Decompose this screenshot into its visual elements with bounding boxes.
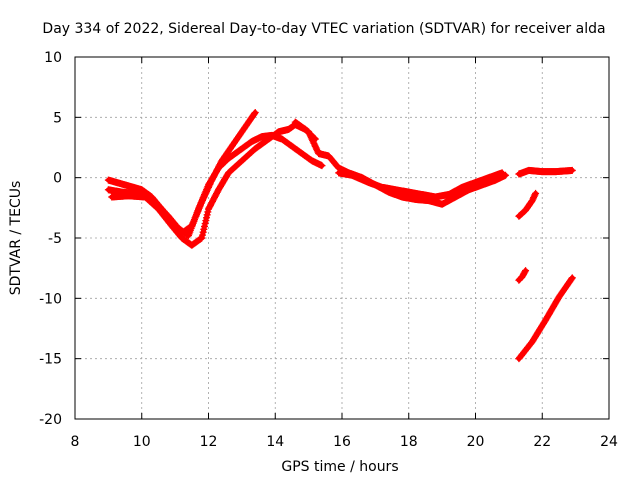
data-point <box>568 274 576 282</box>
x-tick-label: 16 <box>333 434 351 450</box>
series-track-c <box>108 121 319 249</box>
y-tick-label: 10 <box>44 50 62 66</box>
data-point <box>188 222 196 230</box>
x-tick-label: 24 <box>600 434 618 450</box>
x-tick-label: 22 <box>533 434 551 450</box>
chart-title: Day 334 of 2022, Sidereal Day-to-day VTE… <box>42 21 605 37</box>
grid-layer <box>75 57 609 419</box>
data-point <box>194 206 202 214</box>
data-point <box>196 201 204 209</box>
data-point <box>531 191 539 199</box>
data-point <box>532 189 540 197</box>
data-point <box>195 204 203 212</box>
y-tick-label: -20 <box>39 412 62 428</box>
x-tick-label: 18 <box>400 434 418 450</box>
data-point <box>188 220 196 228</box>
y-tick-label: -10 <box>39 291 62 307</box>
x-tick-label: 10 <box>133 434 151 450</box>
y-axis-label: SDTVAR / TECUs <box>8 181 24 296</box>
data-point <box>568 275 576 283</box>
y-tick-label: -5 <box>48 231 62 247</box>
data-point <box>196 203 204 211</box>
data-point <box>192 211 200 219</box>
data-point <box>318 162 326 170</box>
data-point <box>498 169 506 177</box>
series-track-g <box>515 189 540 220</box>
x-tick-label: 8 <box>71 434 80 450</box>
data-point <box>568 166 576 174</box>
data-point <box>251 109 259 117</box>
y-tick-label: 5 <box>53 110 62 126</box>
series-track-h <box>515 267 530 284</box>
data-point <box>251 109 259 117</box>
series-track-b <box>104 109 259 237</box>
data-point <box>192 212 200 220</box>
series-track-i <box>515 274 576 363</box>
tick-layer: 8 10 12 14 16 18 20 22 24 -20 -15 -10 -5 0 5 10 <box>39 50 618 450</box>
x-axis-label: GPS time / hours <box>281 459 398 475</box>
y-tick-label: 0 <box>53 171 62 187</box>
data-point <box>521 268 529 276</box>
data-point <box>197 199 205 207</box>
series-track-f <box>515 166 576 178</box>
data-point <box>189 219 197 227</box>
x-tick-label: 14 <box>266 434 284 450</box>
data-point <box>193 209 201 217</box>
data-point <box>522 267 530 275</box>
data-point <box>191 214 199 222</box>
data-point <box>190 217 198 225</box>
x-tick-label: 12 <box>200 434 218 450</box>
x-tick-label: 20 <box>467 434 485 450</box>
data-point <box>190 215 198 223</box>
y-tick-label: -15 <box>39 352 62 368</box>
data-point <box>194 207 202 215</box>
data-layer <box>104 109 576 363</box>
series-track-e <box>335 169 506 201</box>
